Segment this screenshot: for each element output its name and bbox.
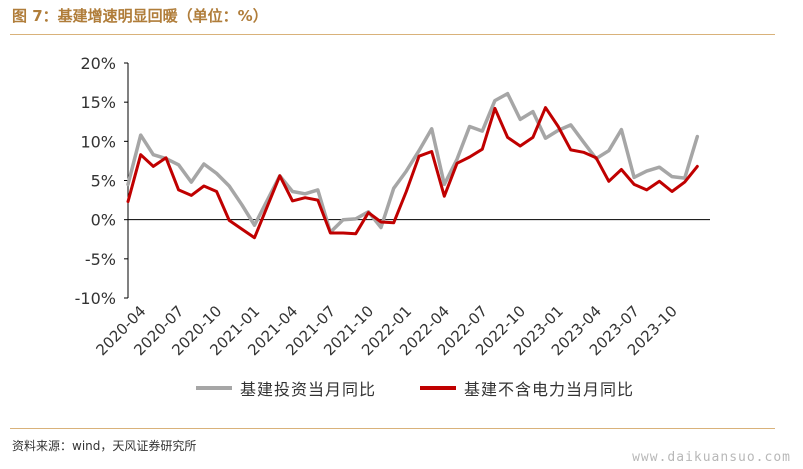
source-divider xyxy=(10,428,775,429)
legend-item-gray: 基建投资当月同比 xyxy=(196,376,376,400)
legend-label-red: 基建不含电力当月同比 xyxy=(464,380,635,399)
y-tick-label: -10% xyxy=(75,289,116,308)
series-line-red xyxy=(126,106,699,240)
legend-swatch-gray xyxy=(196,386,232,390)
legend-label-gray: 基建投资当月同比 xyxy=(240,380,377,399)
y-tick-label: 0% xyxy=(91,211,116,230)
x-tick-labels: 2020-042020-072020-102021-012021-042021-… xyxy=(92,302,680,359)
y-tick-label: 5% xyxy=(91,172,116,191)
y-tick-label: 15% xyxy=(80,93,116,112)
legend-item-red: 基建不含电力当月同比 xyxy=(420,376,634,400)
title-divider xyxy=(10,34,775,35)
y-tick-labels: 20% 15% 10% 5% 0% -5% -10% xyxy=(75,54,128,308)
watermark: www.daikuansuo.com xyxy=(632,450,791,465)
y-tick-label: 10% xyxy=(80,132,116,151)
source-note: 资料来源：wind，天风证券研究所 xyxy=(12,439,197,453)
series-lines xyxy=(126,91,700,240)
y-tick-label: 20% xyxy=(80,54,116,73)
legend-swatch-red xyxy=(420,386,456,390)
chart-axes xyxy=(127,63,710,298)
chart-title: 图 7：基建增速明显回暖（单位：%） xyxy=(12,7,268,25)
y-tick-label: -5% xyxy=(85,250,116,269)
series-line-gray xyxy=(126,91,700,234)
